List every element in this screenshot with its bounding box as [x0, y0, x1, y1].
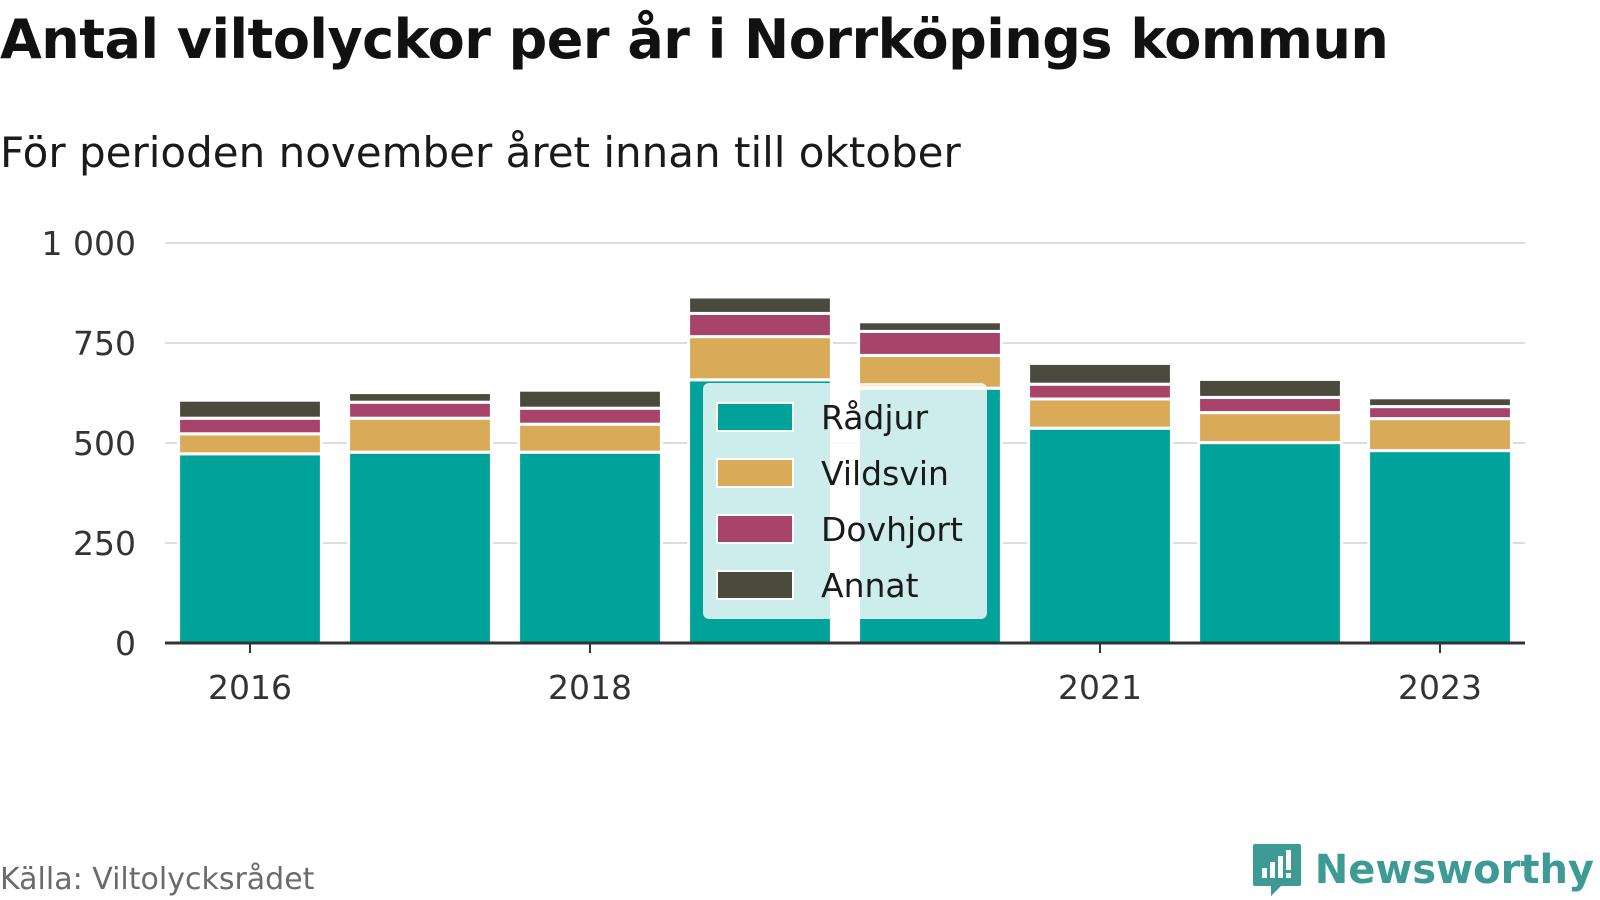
legend-swatch-rådjur — [716, 402, 794, 432]
legend-label: Rådjur — [821, 398, 928, 437]
bar-segment-vildsvin-2016 — [177, 432, 323, 456]
y-tick-label: 250 — [73, 524, 136, 563]
y-tick-label: 0 — [115, 624, 136, 663]
bar-segment-dovhjort-2016 — [177, 416, 323, 436]
bar-segment-dovhjort-2021 — [1027, 382, 1173, 401]
stacked-bar-chart: 0 250 500 750 1 000 2016 2018 2021 2023 Rådjur Vil… — [42, 224, 1525, 707]
bar-segment-rådjur-2016 — [177, 452, 323, 645]
bar-segment-dovhjort-2018 — [517, 406, 663, 426]
bar-segment-vildsvin-2017 — [347, 416, 493, 454]
bar-segment-dovhjort-2023 — [1367, 405, 1513, 421]
bar-segment-vildsvin-2018 — [517, 422, 663, 454]
legend-swatch-dovhjort — [716, 514, 794, 544]
brand-logo: Newsworthy — [1251, 840, 1594, 900]
brand-name: Newsworthy — [1314, 847, 1594, 893]
chart-title: Antal viltolyckor per år i Norrköpings k… — [0, 8, 1389, 71]
bar-segment-vildsvin-2022 — [1197, 411, 1343, 445]
x-tick-label: 2023 — [1398, 668, 1482, 707]
bar-segment-vildsvin-2023 — [1367, 417, 1513, 453]
bar-segment-rådjur-2021 — [1027, 426, 1173, 645]
bar-segment-annat-2020 — [857, 320, 1003, 333]
newsworthy-logo-icon — [1252, 844, 1301, 896]
bar-segment-dovhjort-2020 — [857, 329, 1003, 357]
bar-segment-rådjur-2022 — [1197, 441, 1343, 645]
bar-segment-annat-2023 — [1367, 396, 1513, 409]
bar-segment-vildsvin-2019 — [687, 335, 833, 382]
bar-segment-vildsvin-2021 — [1027, 397, 1173, 430]
legend-box — [703, 383, 987, 619]
legend-swatch-annat — [716, 570, 794, 600]
bar-segment-annat-2017 — [347, 391, 493, 404]
legend-label: Annat — [821, 566, 919, 605]
chart-subtitle: För perioden november året innan till ok… — [0, 128, 961, 177]
bar-segment-rådjur-2017 — [347, 450, 493, 645]
y-tick-label: 750 — [73, 324, 136, 363]
x-tick-label: 2021 — [1058, 668, 1142, 707]
bar-segment-rådjur-2018 — [517, 450, 663, 645]
legend-label: Dovhjort — [821, 510, 963, 549]
x-tick-label: 2018 — [548, 668, 632, 707]
y-tick-label: 1 000 — [42, 224, 136, 263]
bar-segment-annat-2016 — [177, 398, 323, 420]
bar-segment-dovhjort-2019 — [687, 311, 833, 339]
bar-segment-annat-2021 — [1027, 361, 1173, 386]
bar-segment-annat-2022 — [1197, 377, 1343, 399]
legend-swatch-vildsvin — [716, 458, 794, 488]
legend-label: Vildsvin — [821, 454, 949, 493]
x-tick-label: 2016 — [208, 668, 292, 707]
y-tick-label: 500 — [73, 424, 136, 463]
bar-segment-annat-2018 — [517, 388, 663, 410]
bar-segment-dovhjort-2017 — [347, 400, 493, 420]
bar-segment-dovhjort-2022 — [1197, 395, 1343, 415]
bar-segment-annat-2019 — [687, 295, 833, 315]
source-note: Källa: Viltolycksrådet — [0, 862, 315, 897]
bar-segment-rådjur-2023 — [1367, 449, 1513, 645]
